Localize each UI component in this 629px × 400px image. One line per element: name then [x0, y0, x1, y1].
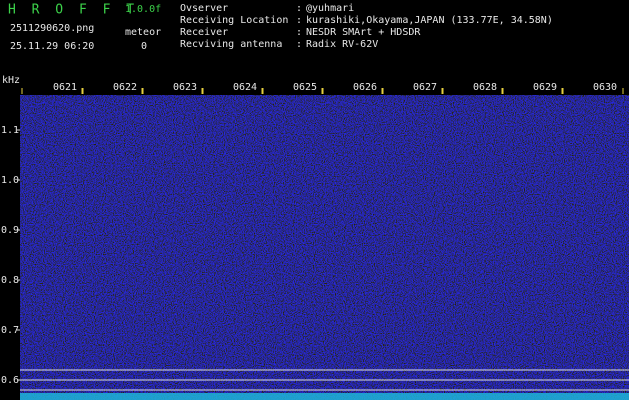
version: 1.0.0f — [125, 4, 161, 15]
info-block: Ovserver: @yuhmari Receiving Location: kura… — [180, 3, 553, 50]
y-tick-label: 0.6 — [1, 375, 19, 386]
x-tick-label: 0626 — [353, 82, 377, 93]
y-tick-label: 0.9 — [1, 225, 19, 236]
signal-strip — [20, 393, 629, 400]
info-value: @yuhmari — [306, 3, 354, 14]
y-tick-label: 1.0 — [1, 175, 19, 186]
x-tick-label: 0622 — [113, 82, 137, 93]
info-separator: : — [296, 3, 302, 14]
info-separator: : — [296, 27, 302, 38]
count: 0 — [141, 41, 147, 52]
info-value: NESDR SMArt + HDSDR — [306, 27, 421, 38]
info-separator: : — [296, 39, 302, 50]
info-label: Ovserver — [180, 3, 228, 14]
x-tick-label: 0624 — [233, 82, 257, 93]
x-tick-label: 0621 — [53, 82, 77, 93]
x-tick-label: 0628 — [473, 82, 497, 93]
x-tick-label: 0627 — [413, 82, 437, 93]
info-label: Receiver — [180, 27, 228, 38]
y-tick-label: 1.1 — [1, 125, 19, 136]
datetime: 25.11.29 06:20 — [10, 41, 94, 52]
app-name: H R O F F T — [8, 3, 138, 18]
info-label: Receiving Location — [180, 15, 288, 26]
x-tick-label: 0629 — [533, 82, 557, 93]
info-label: Recviving antenna — [180, 39, 282, 50]
info-value: Radix RV-62V — [306, 39, 378, 50]
file-name: 2511290620.png — [10, 23, 94, 34]
spectrogram — [20, 95, 629, 400]
x-tick-label: 0623 — [173, 82, 197, 93]
info-separator: : — [296, 15, 302, 26]
mode: meteor — [125, 27, 161, 38]
info-value: kurashiki,Okayama,JAPAN (133.77E, 34.58N… — [306, 15, 553, 26]
y-axis-label: kHz — [2, 75, 20, 86]
y-tick-label: 0.7 — [1, 325, 19, 336]
x-tick-label: 0625 — [293, 82, 317, 93]
y-tick-label: 0.8 — [1, 275, 19, 286]
x-tick-label: 0630 — [593, 82, 617, 93]
